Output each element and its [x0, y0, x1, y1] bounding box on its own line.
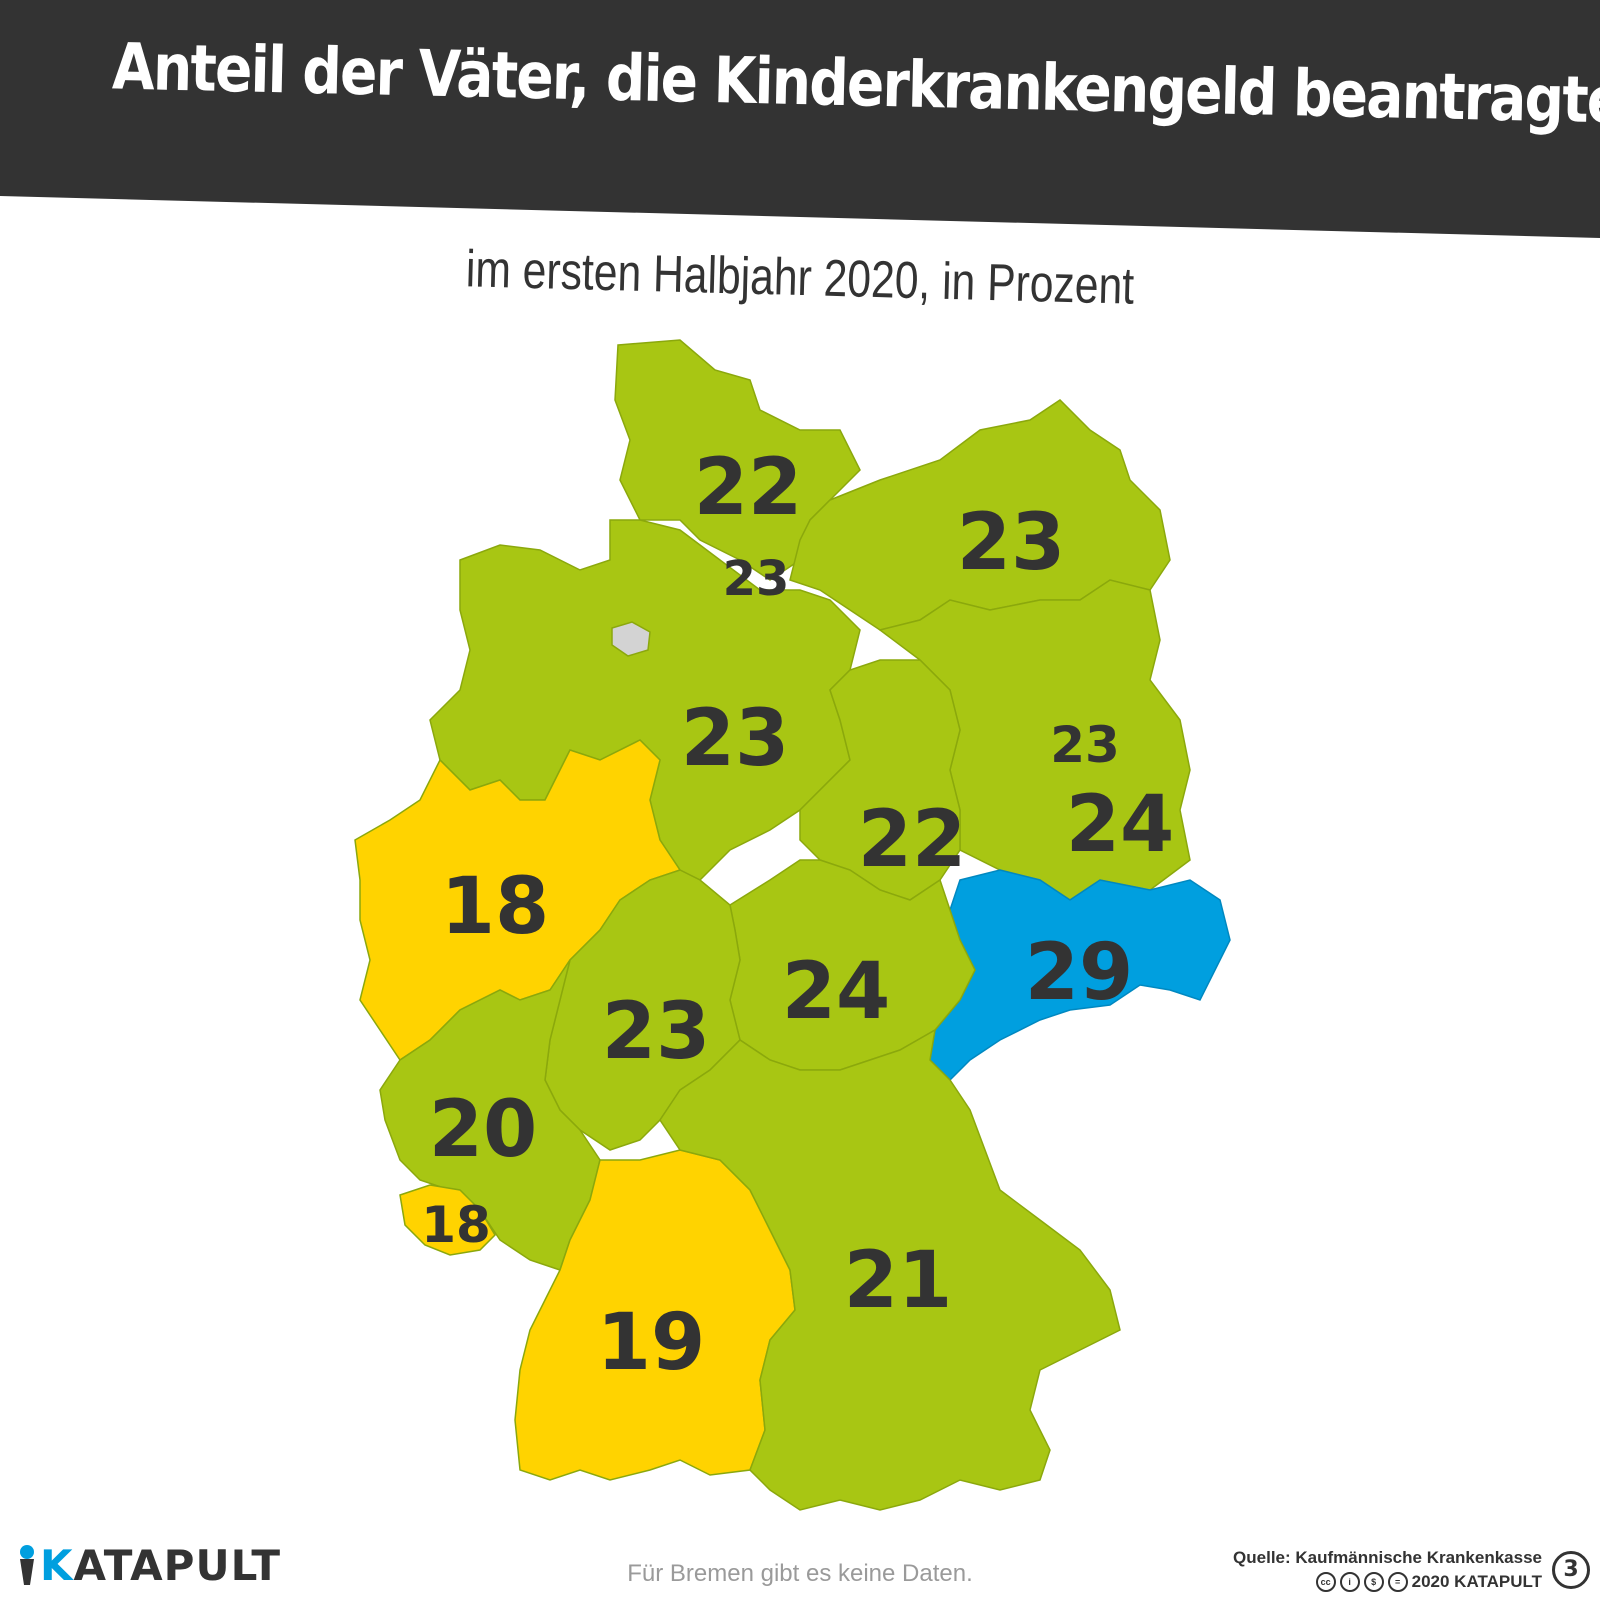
label-schleswig-holstein: 22 — [694, 443, 803, 533]
label-bayern: 21 — [844, 1236, 953, 1326]
cc-icon: cc — [1315, 1572, 1336, 1592]
license-text: 2020 KATAPULT — [1411, 1572, 1542, 1591]
label-saarland: 18 — [421, 1196, 491, 1254]
title-banner: Anteil der Väter, die Kinderkrankengeld … — [0, 0, 1600, 240]
katapult-logo: KATAPULT — [14, 1540, 281, 1590]
license-row: cc i $ = 2020 KATAPULT — [1233, 1570, 1542, 1594]
source-block: Quelle: Kaufmännische Krankenkasse cc i … — [1233, 1546, 1542, 1594]
katapult-icon — [20, 1545, 34, 1585]
logo-text: KATAPULT — [40, 1541, 281, 1590]
banner-background — [0, 0, 1600, 238]
label-hamburg: 23 — [723, 551, 790, 607]
issue-number-badge: 3 — [1552, 1551, 1590, 1589]
label-sachsen-anhalt: 22 — [858, 795, 967, 885]
label-thueringen: 24 — [782, 947, 891, 1037]
region-bayern — [659, 1028, 1121, 1511]
nc-icon: $ — [1363, 1572, 1384, 1592]
source-text: Quelle: Kaufmännische Krankenkasse — [1233, 1548, 1542, 1567]
logo-k: K — [40, 1540, 74, 1590]
label-mecklenburg-vorpommern: 23 — [957, 498, 1066, 588]
label-berlin: 23 — [1050, 716, 1120, 774]
label-nordrhein-westfalen: 18 — [441, 862, 550, 952]
label-niedersachsen: 23 — [681, 694, 790, 784]
bremen-note: Für Bremen gibt es keine Daten. — [627, 1560, 973, 1587]
label-brandenburg: 24 — [1066, 780, 1175, 870]
by-icon: i — [1339, 1572, 1360, 1592]
nd-icon: = — [1387, 1572, 1408, 1592]
label-sachsen: 29 — [1025, 928, 1134, 1018]
label-rheinland-pfalz: 20 — [429, 1085, 538, 1175]
region-bremen — [611, 621, 651, 657]
logo-rest: ATAPULT — [73, 1540, 282, 1590]
region-saarland — [399, 1184, 496, 1256]
label-baden-wuerttemberg: 19 — [597, 1298, 706, 1388]
label-hessen: 23 — [602, 987, 711, 1077]
